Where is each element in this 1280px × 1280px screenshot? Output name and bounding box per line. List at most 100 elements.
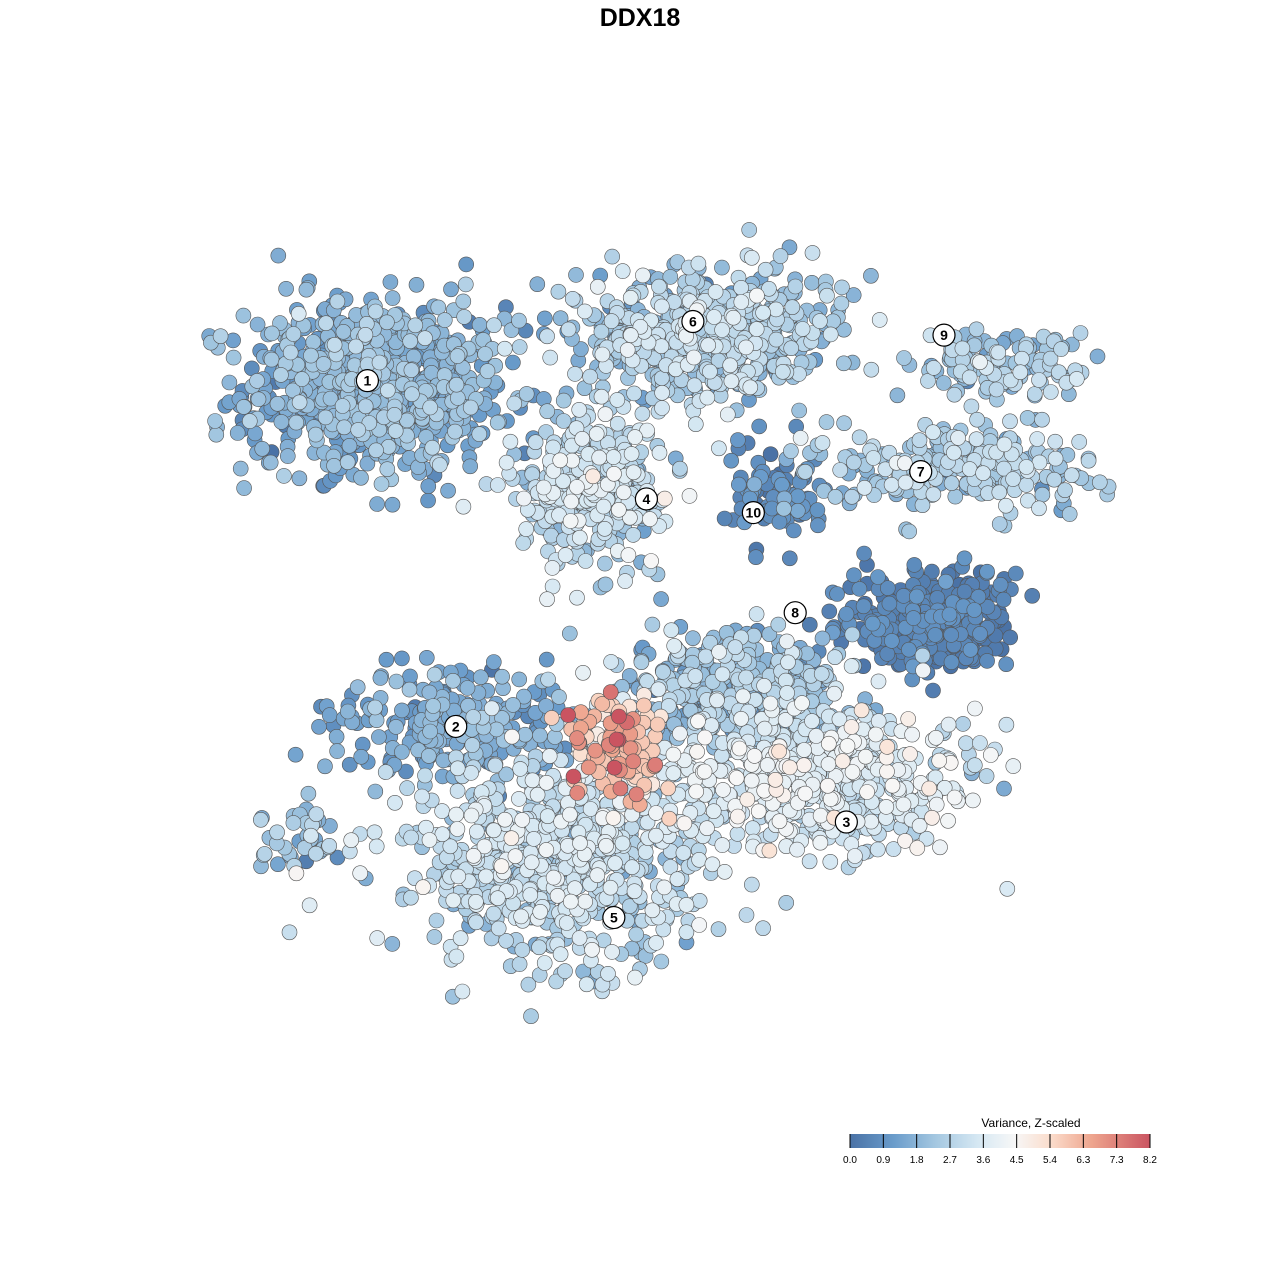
data-point	[485, 654, 502, 670]
data-point	[1007, 565, 1024, 582]
data-point	[567, 880, 583, 897]
data-point	[925, 424, 941, 441]
data-point	[562, 806, 578, 823]
data-point	[382, 274, 399, 290]
data-point	[665, 746, 682, 763]
data-point	[339, 703, 356, 720]
data-point	[538, 842, 555, 858]
data-point	[398, 763, 414, 780]
data-point	[905, 610, 922, 626]
data-point	[436, 312, 453, 328]
data-point	[276, 468, 292, 484]
data-point	[353, 469, 369, 486]
data-point	[982, 747, 999, 763]
data-point	[843, 658, 860, 674]
data-point	[367, 783, 384, 800]
data-point	[1047, 433, 1063, 450]
data-point	[821, 603, 838, 620]
data-point	[1092, 474, 1108, 491]
data-point	[421, 684, 438, 701]
data-point	[402, 668, 418, 685]
data-point	[804, 245, 821, 261]
data-point	[568, 267, 584, 283]
data-point	[856, 545, 872, 562]
data-point	[710, 921, 727, 938]
data-point	[719, 406, 736, 423]
data-point	[507, 848, 524, 865]
data-point	[696, 763, 713, 780]
data-point	[826, 685, 843, 702]
data-point	[329, 743, 345, 759]
data-point	[1005, 471, 1021, 487]
data-point	[931, 752, 948, 769]
data-point	[388, 673, 405, 690]
data-point	[574, 430, 591, 447]
data-point	[366, 824, 383, 841]
data-point	[503, 830, 520, 847]
data-point	[813, 666, 830, 682]
data-point	[605, 449, 622, 465]
data-point	[515, 535, 532, 551]
data-point	[569, 479, 585, 495]
data-point	[308, 845, 324, 862]
data-point	[249, 373, 265, 389]
data-point	[426, 666, 443, 683]
data-point	[463, 765, 479, 781]
data-point	[902, 746, 918, 762]
legend-title: Variance, Z-scaled	[981, 1116, 1080, 1130]
data-point	[326, 457, 342, 474]
data-point	[827, 488, 844, 505]
data-point	[558, 915, 575, 931]
data-point	[822, 791, 839, 807]
data-point	[825, 313, 841, 330]
data-point	[536, 955, 553, 971]
data-point	[597, 576, 614, 593]
data-point	[867, 726, 884, 743]
data-point	[604, 248, 621, 265]
data-point	[812, 807, 829, 824]
data-point	[449, 783, 466, 799]
data-point	[455, 498, 472, 515]
data-point	[733, 294, 750, 310]
data-point	[471, 426, 488, 442]
data-point	[796, 757, 812, 774]
data-point	[485, 905, 502, 922]
data-point	[511, 671, 528, 688]
data-point	[294, 371, 310, 387]
data-point	[843, 719, 860, 735]
data-point	[252, 811, 269, 828]
data-point	[633, 654, 650, 671]
data-point	[738, 907, 755, 923]
data-point	[388, 719, 404, 735]
data-point	[968, 431, 985, 448]
data-point	[836, 415, 852, 432]
data-point	[901, 523, 918, 540]
data-point	[372, 670, 389, 686]
data-point	[287, 746, 304, 763]
data-point	[496, 340, 513, 357]
data-point	[895, 588, 912, 604]
data-point	[384, 936, 401, 952]
data-point	[748, 321, 765, 337]
data-point	[420, 492, 436, 509]
data-point	[336, 419, 353, 436]
data-point	[588, 426, 605, 442]
cluster-label-3: 3	[834, 810, 858, 834]
data-point	[851, 581, 868, 597]
data-point	[988, 381, 1005, 398]
data-point	[812, 834, 829, 851]
data-point	[690, 713, 706, 730]
data-point	[317, 758, 333, 775]
data-point	[833, 295, 850, 312]
data-point	[560, 707, 576, 723]
data-point	[672, 460, 688, 477]
data-point	[449, 390, 466, 406]
data-point	[691, 917, 708, 933]
data-point	[542, 349, 559, 366]
data-point	[468, 823, 485, 840]
data-point	[784, 299, 801, 316]
data-point	[1080, 452, 1097, 469]
legend-colorbar	[850, 1134, 1150, 1148]
data-point	[371, 729, 387, 745]
